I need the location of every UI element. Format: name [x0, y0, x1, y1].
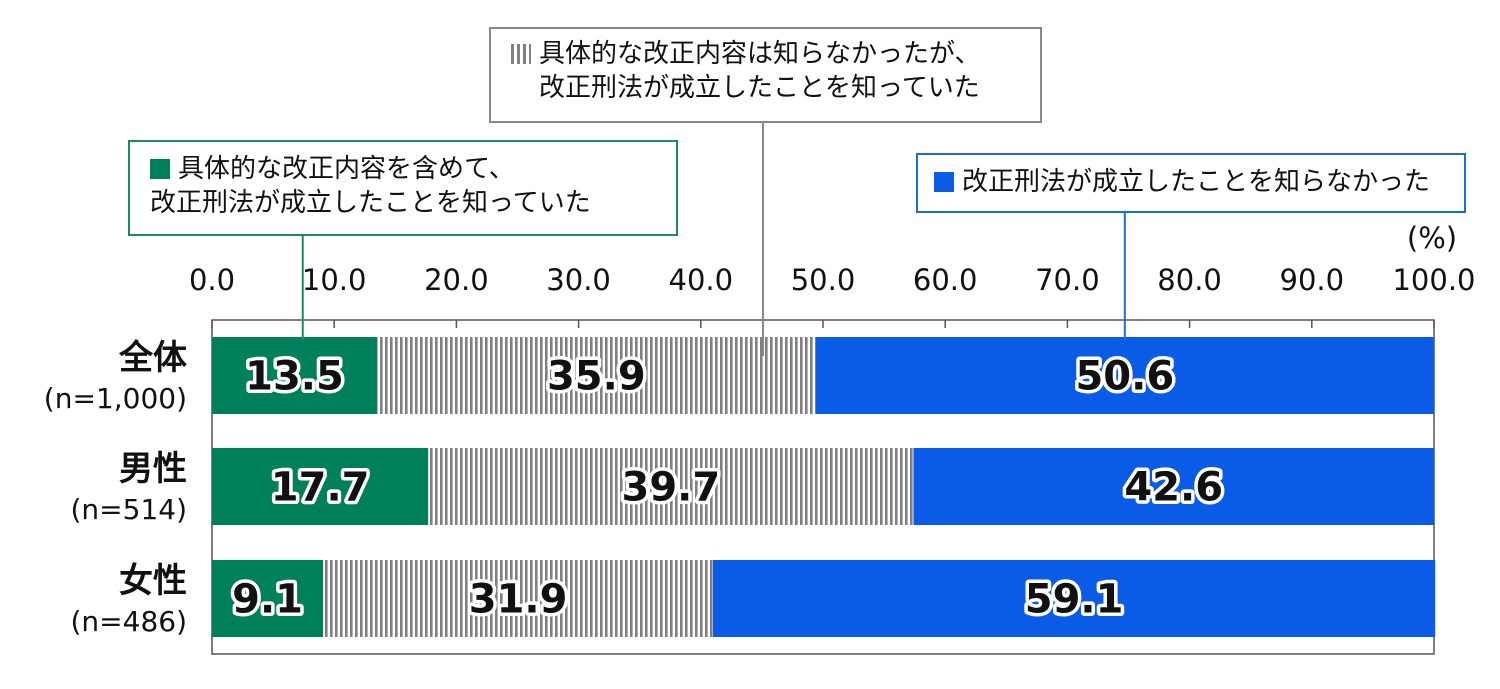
category-sublabel: (n=514): [71, 493, 188, 526]
x-tick-label: 70.0: [1035, 263, 1100, 297]
data-label: 13.5: [245, 354, 344, 400]
data-label: 31.9: [469, 577, 568, 623]
unit-label: (%): [1407, 221, 1457, 255]
legend-entry-known-no-details: 具体的な改正内容は知らなかったが、 改正刑法が成立したことを知っていた: [489, 27, 1042, 123]
bar-segment: [713, 560, 1436, 637]
bar-segment: [212, 560, 324, 637]
x-tick-label: 30.0: [546, 263, 611, 297]
bar-segment: [212, 337, 377, 414]
x-tick-label: 80.0: [1157, 263, 1222, 297]
category-label: 男性: [119, 449, 187, 489]
x-tick-label: 0.0: [189, 263, 235, 297]
x-tick-label: 90.0: [1280, 263, 1345, 297]
legend-swatch-blue: [934, 172, 954, 192]
data-label: 42.6: [1124, 465, 1223, 511]
legend-entry-not-known: 改正刑法が成立したことを知らなかった: [916, 153, 1466, 213]
category-label: 全体: [118, 338, 187, 378]
category-sublabel: (n=1,000): [44, 382, 187, 415]
bar-segment: [913, 448, 1434, 525]
data-label: 50.6: [1075, 354, 1174, 400]
legend-text-line1: 具体的な改正内容は知らなかったが、: [539, 39, 981, 69]
bar-segment: [376, 337, 816, 414]
legend-text-line1: 具体的な改正内容を含めて、: [178, 154, 515, 184]
x-tick-label: 100.0: [1392, 263, 1475, 297]
legend-text-line2: 改正刑法が成立したことを知っていた: [150, 188, 591, 218]
data-label: 39.7: [622, 465, 721, 511]
data-label: 59.1: [1025, 577, 1124, 623]
x-tick-label: 60.0: [913, 263, 978, 297]
data-label: 9.1: [232, 577, 303, 623]
bar-segment: [815, 337, 1434, 414]
legend-text-line1: 改正刑法が成立したことを知らなかった: [962, 167, 1431, 197]
category-sublabel: (n=486): [71, 605, 188, 638]
legend-swatch-green: [150, 159, 170, 179]
category-label: 女性: [119, 561, 187, 601]
data-label: 35.9: [547, 354, 646, 400]
bar-segment: [212, 448, 429, 525]
x-tick-label: 50.0: [791, 263, 856, 297]
x-tick-label: 40.0: [669, 263, 734, 297]
legend-swatch-stripes: [511, 44, 531, 64]
x-tick-label: 20.0: [424, 263, 489, 297]
bar-segment: [428, 448, 914, 525]
x-tick-label: 10.0: [302, 263, 367, 297]
legend-text-line2: 改正刑法が成立したことを知っていた: [539, 73, 980, 103]
bar-segment: [323, 560, 714, 637]
data-label: 17.7: [271, 465, 370, 511]
legend-entry-known-details: 具体的な改正内容を含めて、 改正刑法が成立したことを知っていた: [128, 140, 678, 236]
